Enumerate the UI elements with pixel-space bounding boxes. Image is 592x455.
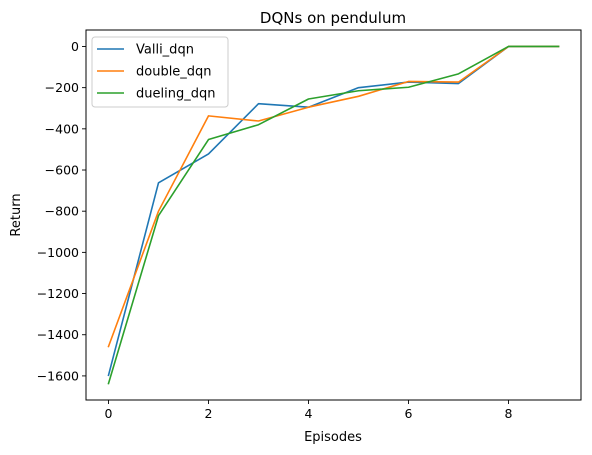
y-tick-label: −200 [45,80,79,95]
y-tick-label: 0 [71,39,79,54]
x-tick-label: 8 [505,406,513,421]
legend-label-Valli_dqn: Valli_dqn [136,43,194,58]
y-tick-label: −1000 [37,245,79,260]
x-tick-label: 0 [105,406,113,421]
y-tick-label: −600 [45,163,79,178]
legend-box [91,36,229,108]
y-tick-label: −1200 [37,286,79,301]
x-tick-label: 6 [405,406,413,421]
y-axis-label: Return [9,193,24,236]
y-axis: 0 −200 −400 −600 −800 −1000 −1200 −1400 −1600 [37,39,86,383]
x-axis: 0 2 4 6 8 [105,400,513,421]
series-line-dueling_dqn [107,45,560,385]
series-line-double_dqn [107,45,560,348]
x-axis-label: Episodes [304,430,362,445]
y-tick-label: −1400 [37,327,79,342]
plot-lines [107,45,560,385]
legend-label-dueling_dqn: dueling_dqn [136,87,215,102]
legend: Valli_dqn double_dqn dueling_dqn [91,36,229,108]
legend-label-double_dqn: double_dqn [136,65,212,80]
x-tick-label: 2 [205,406,213,421]
y-tick-label: −400 [45,121,79,136]
chart-title: DQNs on pendulum [260,9,406,27]
y-tick-label: −1600 [37,368,79,383]
x-tick-label: 4 [305,406,313,421]
y-tick-label: −800 [45,204,79,219]
plot-frame [85,29,582,401]
